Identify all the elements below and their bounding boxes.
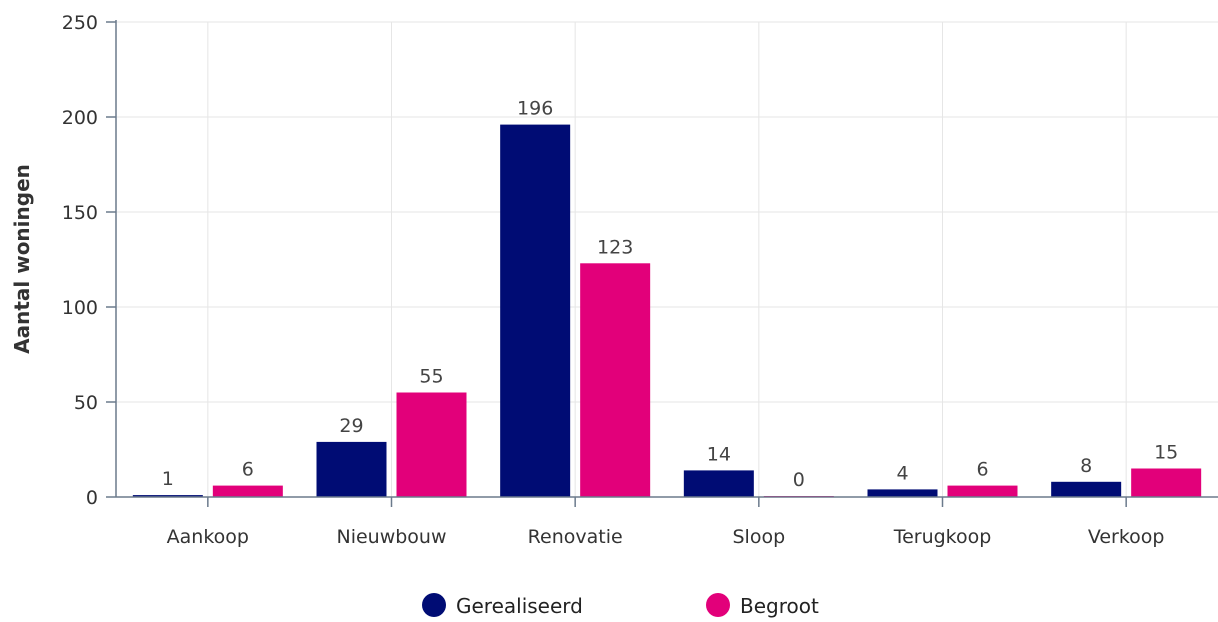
axes-group — [106, 20, 1218, 507]
x-tick-label: Renovatie — [528, 526, 623, 548]
data-label: 6 — [242, 459, 254, 481]
data-label: 29 — [339, 415, 363, 437]
bar-gerealiseerd[interactable] — [132, 495, 203, 497]
data-label: 0 — [793, 469, 805, 491]
data-label: 55 — [419, 366, 443, 388]
bar-begroot[interactable] — [947, 485, 1018, 497]
data-label: 123 — [597, 236, 633, 258]
data-label: 8 — [1080, 455, 1092, 477]
bar-gerealiseerd[interactable] — [1051, 481, 1122, 497]
bar-gerealiseerd[interactable] — [500, 124, 571, 497]
data-labels: 1 29 196 14 4 8 6 55 123 0 6 15 — [162, 98, 1178, 491]
data-label: 4 — [896, 462, 908, 484]
bar-begroot[interactable] — [396, 392, 467, 498]
data-label: 14 — [707, 443, 731, 465]
legend-label[interactable]: Gerealiseerd — [456, 594, 583, 618]
data-label: 1 — [162, 468, 174, 490]
x-tick-labels: Aankoop Nieuwbouw Renovatie Sloop Terugkoop V… — [167, 526, 1165, 548]
bar-gerealiseerd[interactable] — [683, 470, 754, 497]
x-tick-label: Terugkoop — [893, 526, 992, 548]
x-tick-label: Nieuwbouw — [336, 526, 446, 548]
x-tick-label: Aankoop — [167, 526, 249, 548]
y-tick-label: 150 — [62, 202, 98, 224]
y-tick-label: 100 — [62, 297, 98, 319]
legend: Gerealiseerd Begroot — [422, 593, 819, 618]
y-tick-labels: 0 50 100 150 200 250 — [62, 12, 98, 509]
y-tick-label: 250 — [62, 12, 98, 34]
bars-group — [132, 124, 1202, 498]
data-label: 15 — [1154, 442, 1178, 464]
y-axis-label: Aantal woningen — [10, 164, 34, 354]
grid-lines — [116, 21, 1218, 497]
x-tick-label: Verkoop — [1088, 526, 1165, 548]
bar-begroot[interactable] — [1131, 468, 1202, 498]
y-tick-label: 0 — [86, 487, 98, 509]
legend-marker — [706, 593, 730, 617]
y-tick-label: 200 — [62, 107, 98, 129]
bar-begroot[interactable] — [212, 485, 283, 497]
x-tick-label: Sloop — [733, 526, 786, 548]
bar-begroot[interactable] — [580, 263, 651, 497]
legend-marker — [422, 593, 446, 617]
bar-gerealiseerd[interactable] — [316, 441, 387, 497]
data-label: 6 — [976, 459, 988, 481]
y-tick-label: 50 — [74, 392, 98, 414]
legend-label[interactable]: Begroot — [740, 594, 819, 618]
data-label: 196 — [517, 98, 553, 120]
bar-gerealiseerd[interactable] — [867, 489, 938, 497]
